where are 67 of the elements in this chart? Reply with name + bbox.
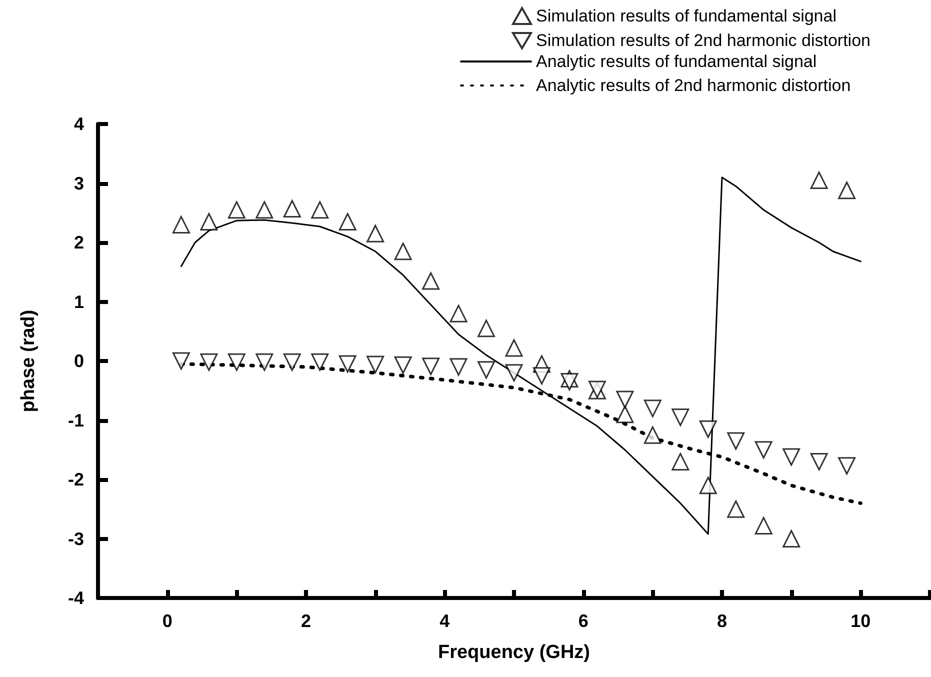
point bbox=[616, 390, 634, 408]
point bbox=[283, 353, 301, 371]
point bbox=[311, 353, 329, 371]
point bbox=[366, 356, 384, 374]
point bbox=[727, 500, 745, 518]
x-axis-title: Frequency (GHz) bbox=[438, 642, 590, 663]
point bbox=[672, 408, 690, 426]
point bbox=[256, 353, 274, 371]
point bbox=[338, 213, 356, 231]
y-tick-label: 4 bbox=[74, 114, 84, 134]
point bbox=[172, 352, 190, 370]
y-tick-label: -3 bbox=[68, 528, 84, 549]
point bbox=[532, 367, 550, 385]
point bbox=[228, 353, 246, 371]
y-tick-label: -2 bbox=[68, 470, 84, 490]
point bbox=[311, 201, 329, 219]
point bbox=[810, 172, 828, 190]
x-tick-label: 4 bbox=[440, 611, 450, 631]
point bbox=[699, 420, 717, 438]
legend-label: Analytic results of 2nd harmonic distortion bbox=[536, 76, 851, 95]
y-tick-label: -1 bbox=[68, 410, 84, 430]
point bbox=[644, 400, 662, 418]
x-tick-label: 8 bbox=[716, 611, 728, 631]
y-tick-label: 3 bbox=[74, 173, 84, 194]
x-tick-label: 10 bbox=[850, 611, 871, 631]
y-tick-label: -4 bbox=[68, 588, 84, 608]
point bbox=[838, 182, 856, 200]
point bbox=[838, 457, 856, 475]
point bbox=[672, 452, 690, 470]
point bbox=[505, 364, 523, 382]
point bbox=[394, 356, 412, 374]
point bbox=[338, 355, 356, 373]
point bbox=[699, 476, 717, 494]
y-tick-label: 0 bbox=[74, 351, 84, 371]
point bbox=[616, 406, 634, 424]
point bbox=[283, 200, 301, 218]
point bbox=[394, 242, 412, 260]
point bbox=[782, 530, 800, 548]
point bbox=[644, 426, 662, 444]
y-tick-label: 1 bbox=[74, 292, 84, 312]
point bbox=[450, 304, 468, 322]
point bbox=[200, 213, 218, 231]
point bbox=[782, 448, 800, 466]
point bbox=[478, 320, 496, 338]
x-tick-label: 2 bbox=[300, 611, 312, 631]
point bbox=[450, 358, 468, 376]
point bbox=[172, 216, 190, 234]
point bbox=[810, 452, 828, 470]
line-series bbox=[180, 176, 862, 535]
y-axis-title: phase (rad) bbox=[18, 310, 39, 412]
point bbox=[754, 516, 772, 534]
legend-label: Simulation results of fundamental signal bbox=[536, 6, 836, 26]
point bbox=[505, 339, 523, 357]
point bbox=[478, 361, 496, 379]
point bbox=[200, 353, 218, 371]
point bbox=[228, 201, 246, 219]
point bbox=[256, 201, 274, 219]
point bbox=[366, 224, 384, 242]
point bbox=[422, 358, 440, 376]
legend-label: Analytic results of fundamental signal bbox=[536, 52, 817, 71]
x-tick-label: 0 bbox=[162, 611, 172, 631]
point bbox=[422, 272, 440, 290]
point bbox=[727, 432, 745, 450]
x-tick-label: 6 bbox=[578, 611, 588, 631]
y-tick-label: 2 bbox=[74, 232, 84, 252]
point bbox=[754, 441, 772, 459]
legend-label: Simulation results of 2nd harmonic distortion bbox=[536, 31, 870, 50]
